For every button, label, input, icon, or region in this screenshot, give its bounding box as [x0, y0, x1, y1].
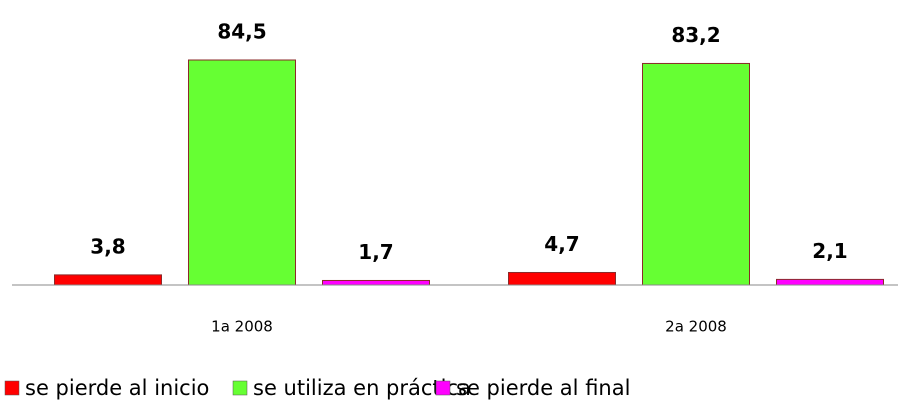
bar — [188, 59, 296, 286]
legend-swatch — [4, 380, 20, 396]
bar — [642, 62, 750, 286]
data-label: 83,2 — [671, 23, 720, 47]
data-label: 84,5 — [217, 20, 266, 44]
bar — [54, 274, 162, 286]
data-label: 3,8 — [90, 234, 125, 258]
x-tick-label: 1a 2008 — [211, 318, 273, 336]
data-label: 2,1 — [812, 239, 847, 263]
legend-label: se utiliza en práctica — [253, 376, 471, 400]
x-tick-label: 2a 2008 — [665, 318, 727, 336]
data-label: 1,7 — [358, 240, 393, 264]
bar — [322, 279, 430, 286]
legend-swatch — [232, 380, 248, 396]
data-label: 4,7 — [544, 232, 579, 256]
legend-label: se pierde al inicio — [25, 376, 209, 400]
legend-swatch — [435, 380, 451, 396]
bar — [776, 278, 884, 286]
bar — [508, 271, 616, 286]
legend-label: se pierde al final — [456, 376, 630, 400]
